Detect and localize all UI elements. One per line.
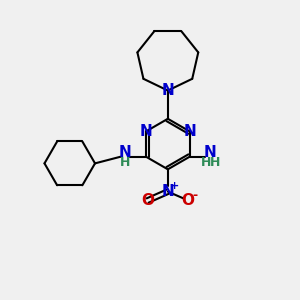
Text: H: H [201,155,212,169]
Text: O: O [182,193,194,208]
Text: N: N [140,124,152,139]
Text: N: N [203,145,216,160]
Text: -: - [192,189,197,202]
Text: H: H [120,155,130,169]
Text: N: N [161,184,174,199]
Text: O: O [141,193,154,208]
Text: +: + [170,181,179,191]
Text: N: N [119,145,131,160]
Text: H: H [210,155,220,169]
Text: N: N [161,83,174,98]
Text: N: N [183,124,196,139]
